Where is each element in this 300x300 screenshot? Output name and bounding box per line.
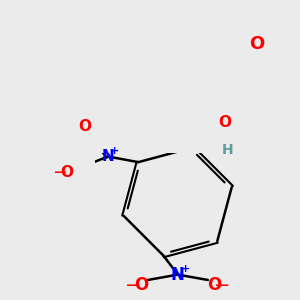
Text: −: −: [52, 164, 67, 181]
Text: H: H: [222, 143, 234, 157]
Polygon shape: [182, 144, 223, 152]
Text: O: O: [61, 165, 74, 180]
Text: O: O: [135, 276, 149, 294]
Text: −: −: [125, 276, 141, 295]
Text: O: O: [249, 35, 264, 53]
Text: O: O: [218, 115, 231, 130]
Text: +: +: [110, 146, 119, 156]
Text: O: O: [78, 119, 91, 134]
Text: N: N: [102, 149, 114, 164]
Text: −: −: [214, 276, 231, 295]
Text: N: N: [171, 266, 185, 284]
Text: O: O: [207, 276, 221, 294]
Text: +: +: [181, 265, 190, 275]
